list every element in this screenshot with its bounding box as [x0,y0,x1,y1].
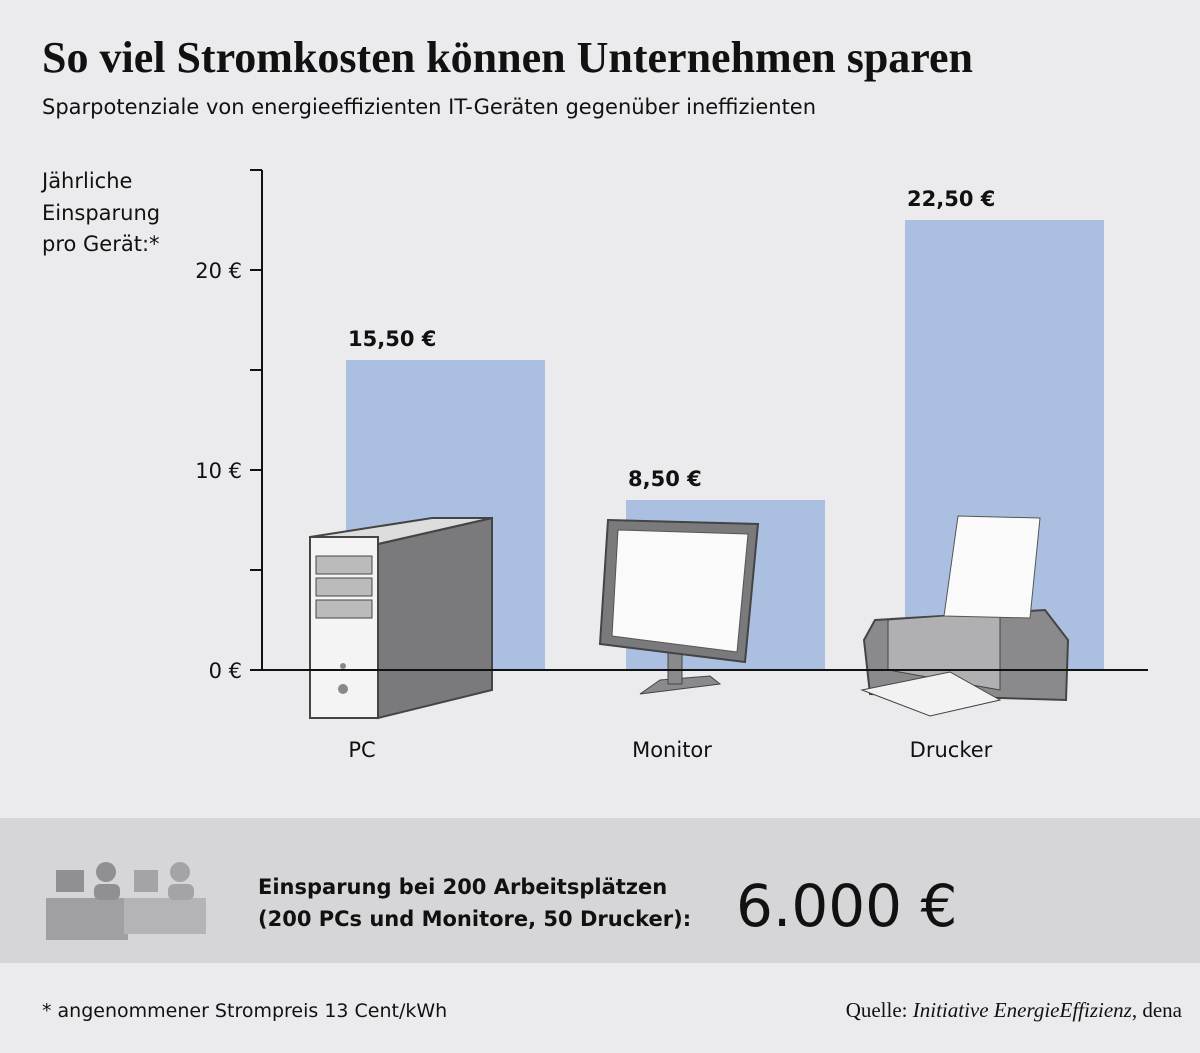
pc-drive [315,599,373,619]
monitor-foot [639,675,722,695]
pc-button [338,684,348,694]
person [168,884,194,900]
pc-drive [315,555,373,575]
summary-band [0,818,1200,963]
y-label-line: Jährliche [40,169,132,193]
screen [134,870,158,892]
printer-tray [860,671,1002,717]
screen [56,870,84,892]
value-label: 15,50 € [348,327,436,351]
person [170,862,190,882]
y-tick-label: 0 € [209,659,242,683]
pc-led [340,663,346,669]
person [94,884,120,900]
y-label-line: pro Gerät:* [42,232,160,256]
chart-subtitle: Sparpotenziale von energieeffizienten IT… [42,95,816,119]
workplace-icon [46,862,206,940]
footnote: * angenommener Strompreis 13 Cent/kWh [42,1000,447,1022]
y-axis-label: Jährliche Einsparung pro Gerät:* [40,169,160,256]
y-tick-label: 20 € [195,259,242,283]
chart-title: So viel Stromkosten können Unternehmen s… [42,33,973,82]
x-tick-label: Drucker [910,738,993,762]
source-label: Quelle: [846,998,908,1022]
desk [124,898,206,934]
monitor-screen [611,529,749,653]
x-tick-label: PC [348,738,375,762]
pc-side [377,516,493,720]
x-tick-label: Monitor [632,738,712,762]
pc-drive [315,577,373,597]
source: Quelle: Initiative EnergieEffizienz, den… [846,998,1183,1022]
axis: 0 € 10 € 20 € [195,169,1148,683]
value-label: 22,50 € [907,187,995,211]
desk [46,898,128,940]
icons [309,515,1070,720]
printer-paper [943,515,1041,619]
y-label-line: Einsparung [42,201,160,225]
summary-line: (200 PCs und Monitore, 50 Drucker): [258,907,691,931]
summary-total: 6.000 € [736,872,957,940]
y-tick-label: 10 € [195,459,242,483]
value-label: 8,50 € [628,467,702,491]
source-rest: , dena [1132,998,1183,1022]
person [96,862,116,882]
summary-line: Einsparung bei 200 Arbeitsplätzen [258,875,667,899]
source-name: Initiative EnergieEffizienz [912,998,1132,1022]
